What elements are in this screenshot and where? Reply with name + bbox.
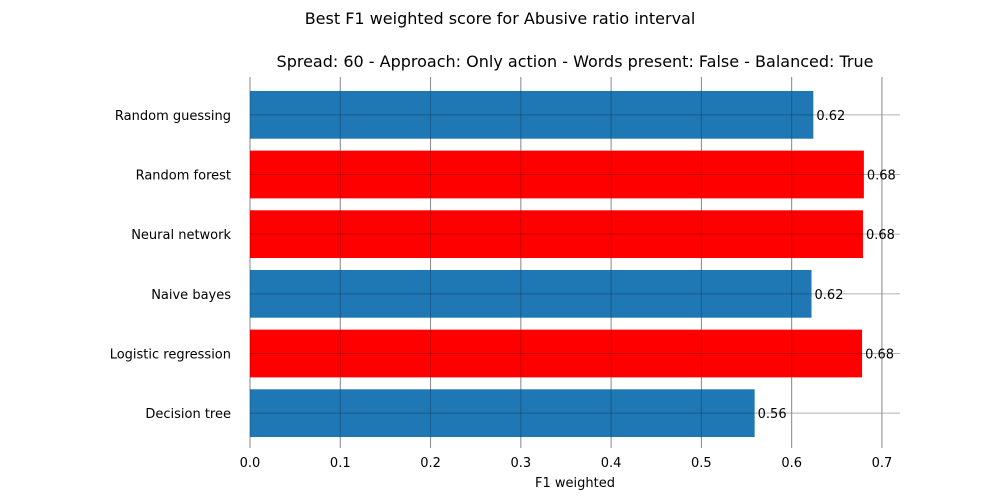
x-tick-label: 0.3 bbox=[510, 456, 531, 471]
bar bbox=[250, 90, 814, 139]
value-label: 0.56 bbox=[758, 407, 787, 422]
bar bbox=[250, 329, 863, 378]
bar bbox=[250, 389, 755, 438]
category-label: Decision tree bbox=[145, 407, 231, 422]
x-tick-label: 0.5 bbox=[691, 456, 712, 471]
value-labels: 0.62 0.68 0.68 0.62 0.68 0.56 bbox=[758, 109, 896, 422]
x-tick-label: 0.2 bbox=[420, 456, 441, 471]
value-label: 0.68 bbox=[867, 169, 896, 184]
bar bbox=[250, 210, 863, 259]
x-tick-label: 0.1 bbox=[330, 456, 351, 471]
x-tick-label: 0.4 bbox=[601, 456, 622, 471]
x-tick-label: 0.0 bbox=[240, 456, 261, 471]
chart-title: Spread: 60 - Approach: Only action - Wor… bbox=[277, 52, 874, 71]
bars bbox=[250, 90, 864, 438]
chart-suptitle: Best F1 weighted score for Abusive ratio… bbox=[305, 9, 696, 28]
category-labels: Random guessing Random forest Neural netwo… bbox=[110, 109, 232, 422]
x-axis-ticks: 0.0 0.1 0.2 0.3 0.4 0.5 0.6 0.7 bbox=[240, 456, 893, 471]
value-label: 0.62 bbox=[815, 288, 844, 303]
x-axis-label: F1 weighted bbox=[535, 476, 615, 491]
value-label: 0.68 bbox=[865, 348, 894, 363]
bar bbox=[250, 150, 864, 199]
value-label: 0.62 bbox=[816, 109, 845, 124]
bar bbox=[250, 269, 812, 318]
value-label: 0.68 bbox=[866, 228, 895, 243]
x-tick-label: 0.6 bbox=[781, 456, 802, 471]
category-label: Logistic regression bbox=[110, 348, 231, 363]
category-label: Random guessing bbox=[115, 109, 231, 124]
category-label: Neural network bbox=[131, 228, 231, 243]
x-tick-label: 0.7 bbox=[872, 456, 893, 471]
category-label: Naive bayes bbox=[151, 288, 231, 303]
grid-lines-overlay bbox=[249, 77, 883, 448]
category-label: Random forest bbox=[136, 169, 231, 184]
